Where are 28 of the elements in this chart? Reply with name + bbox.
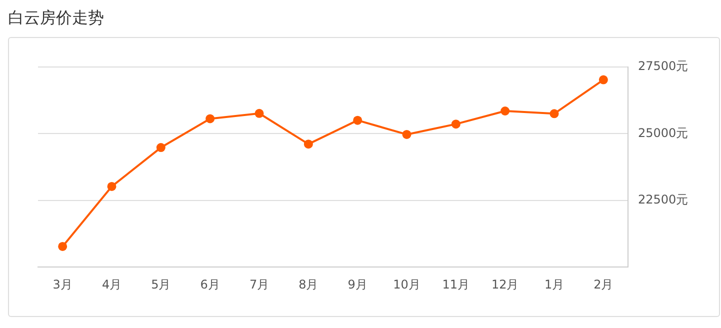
x-tick-label: 2月	[594, 277, 614, 292]
x-tick-label: 10月	[393, 277, 420, 292]
x-tick-label: 9月	[348, 277, 368, 292]
chart-title: 白云房价走势	[8, 8, 105, 29]
point	[206, 114, 215, 124]
point	[353, 116, 362, 125]
point	[156, 143, 166, 152]
x-tick-label: 11月	[442, 277, 470, 292]
point	[598, 75, 608, 84]
point	[304, 140, 313, 149]
point	[402, 130, 412, 139]
x-tick-label: 12月	[491, 277, 519, 292]
x-tick-label: 5月	[151, 277, 171, 292]
point	[107, 182, 116, 191]
point	[254, 108, 264, 118]
x-tick-label: 1月	[544, 277, 564, 292]
y-tick-label: 22500元	[638, 192, 688, 206]
point	[451, 120, 460, 129]
y-tick-label: 25000元	[638, 126, 688, 140]
x-tick-label: 7月	[249, 277, 270, 292]
point	[58, 242, 68, 251]
x-tick-label: 3月	[52, 277, 72, 292]
point	[550, 109, 559, 118]
y-tick-label: 27500元	[638, 59, 688, 74]
point	[500, 106, 510, 116]
x-tick-label: 6月	[200, 277, 220, 292]
x-tick-label: 8月	[298, 277, 318, 292]
x-tick-label: 4月	[102, 277, 122, 292]
